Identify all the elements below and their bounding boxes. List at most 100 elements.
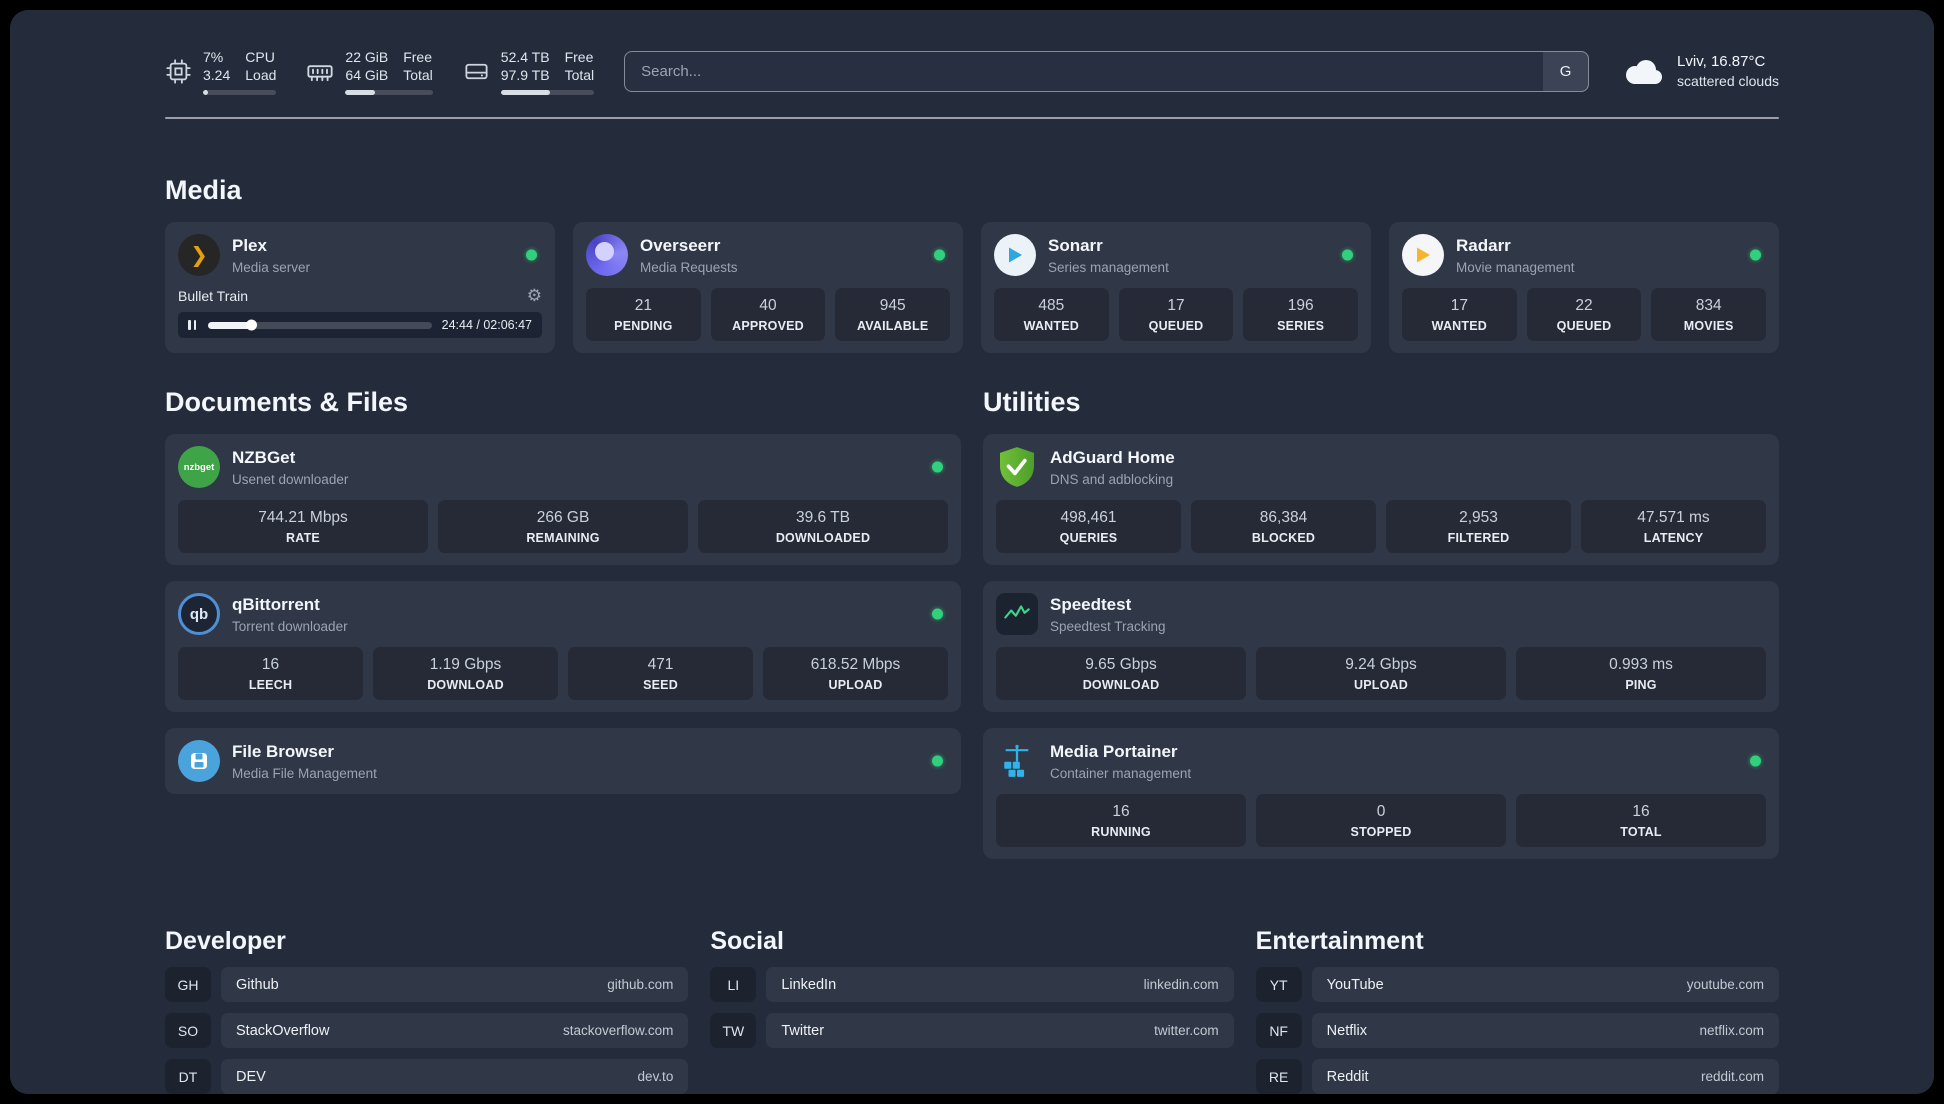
bookmark-abbr: LI	[710, 967, 757, 1003]
bookmark-youtube[interactable]: YT YouTube youtube.com	[1255, 967, 1779, 1003]
section-title-media: Media	[165, 175, 242, 206]
bookmark-dev[interactable]: DT DEV dev.to	[165, 1059, 689, 1094]
bookmark-url: stackoverflow.com	[563, 1023, 674, 1039]
stat-label: LEECH	[248, 678, 293, 693]
service-link-portainer[interactable]: Media Portainer Container management	[996, 740, 1766, 782]
playback-progress-bar[interactable]	[208, 321, 432, 329]
media-grid: ❯ Plex Media server Bullet Train ⚙	[165, 222, 1779, 354]
stat-label: WANTED	[1431, 319, 1488, 334]
stat-value: 834	[1695, 297, 1722, 315]
cpu-icon	[166, 59, 191, 84]
service-subtitle: Media Requests	[640, 259, 738, 275]
filebrowser-icon	[178, 740, 220, 783]
cpu-load-value: 3.24	[203, 67, 231, 84]
pause-icon[interactable]	[186, 318, 198, 332]
bookmark-name: Twitter	[781, 1022, 825, 1039]
stats-row: 16 LEECH 1.19 Gbps DOWNLOAD 471 SEED 6	[178, 647, 948, 701]
status-dot	[932, 608, 943, 620]
bookmark-group-developer: Developer GH Github github.com SO StackO…	[165, 927, 689, 1094]
stat-label: QUERIES	[1059, 531, 1118, 546]
stat-tile: 9.24 Gbps UPLOAD	[1256, 647, 1506, 701]
service-name: qBittorrent	[232, 595, 320, 615]
service-name: File Browser	[232, 742, 335, 762]
bookmark-url: reddit.com	[1700, 1069, 1764, 1085]
service-card-filebrowser: File Browser Media File Management	[165, 728, 961, 795]
stat-value: 485	[1038, 297, 1065, 315]
status-dot	[934, 249, 945, 261]
search-input[interactable]	[624, 51, 1590, 93]
service-name: Sonarr	[1048, 236, 1103, 256]
service-subtitle: Speedtest Tracking	[1050, 618, 1166, 634]
bookmark-stackoverflow[interactable]: SO StackOverflow stackoverflow.com	[165, 1013, 689, 1049]
stat-tile: 17 QUEUED	[1118, 288, 1234, 342]
stat-tile: 744.21 Mbps RATE	[178, 500, 428, 554]
bookmark-netflix[interactable]: NF Netflix netflix.com	[1255, 1013, 1779, 1049]
stat-label: SERIES	[1277, 319, 1325, 334]
service-subtitle: Container management	[1050, 765, 1192, 781]
bookmark-name: Netflix	[1326, 1022, 1367, 1039]
service-link-plex[interactable]: ❯ Plex Media server	[178, 234, 542, 277]
stats-row: 485 WANTED 17 QUEUED 196 SERIES	[994, 288, 1359, 342]
stat-label: PENDING	[614, 319, 673, 334]
stat-value: 21	[634, 297, 652, 315]
stat-tile: 16 TOTAL	[1516, 794, 1766, 848]
service-link-overseerr[interactable]: Overseerr Media Requests	[586, 234, 950, 277]
plex-now-playing: Bullet Train ⚙ 24:44 / 02:06:47	[178, 286, 542, 339]
stat-label: RATE	[286, 531, 320, 546]
search-provider-button[interactable]: G	[1543, 51, 1590, 93]
qbittorrent-icon: qb	[178, 593, 220, 636]
bookmark-name: DEV	[236, 1068, 266, 1085]
weather-widget: Lviv, 16.87°C scattered clouds	[1619, 52, 1779, 91]
overseerr-icon	[586, 234, 628, 277]
stat-label: DOWNLOAD	[1082, 678, 1160, 693]
service-name: AdGuard Home	[1050, 448, 1175, 468]
stat-tile: 1.19 Gbps DOWNLOAD	[373, 647, 558, 701]
stat-value: 266 GB	[536, 509, 590, 527]
stat-label: PING	[1625, 678, 1657, 693]
stat-tile: 498,461 QUERIES	[996, 500, 1181, 554]
section-title-utilities: Utilities	[983, 387, 1081, 418]
disk-free-value: 52.4 TB	[500, 49, 550, 65]
service-link-qbittorrent[interactable]: qb qBittorrent Torrent downloader	[178, 593, 948, 636]
stat-tile: 16 RUNNING	[996, 794, 1246, 848]
stat-value: 196	[1287, 297, 1314, 315]
stat-value: 618.52 Mbps	[810, 656, 901, 674]
ram-total-value: 64 GiB	[345, 67, 389, 84]
stat-value: 17	[1450, 297, 1468, 315]
bookmark-twitter[interactable]: TW Twitter twitter.com	[710, 1013, 1234, 1049]
stat-tile: 22 QUEUED	[1526, 288, 1642, 342]
stats-row: 498,461 QUERIES 86,384 BLOCKED 2,953 FIL…	[996, 500, 1766, 554]
bookmark-reddit[interactable]: RE Reddit reddit.com	[1255, 1059, 1779, 1094]
service-link-nzbget[interactable]: nzbget NZBGet Usenet downloader	[178, 446, 948, 489]
service-link-adguard[interactable]: AdGuard Home DNS and adblocking	[996, 446, 1766, 488]
stat-value: 47.571 ms	[1637, 509, 1710, 527]
service-card-portainer: Media Portainer Container management 16 …	[983, 728, 1779, 860]
service-link-speedtest[interactable]: Speedtest Speedtest Tracking	[996, 593, 1766, 636]
service-card-nzbget: nzbget NZBGet Usenet downloader 744.21 M…	[165, 434, 961, 566]
service-name: Radarr	[1456, 236, 1511, 256]
stat-label: DOWNLOADED	[775, 531, 871, 546]
stat-tile: 0.993 ms PING	[1516, 647, 1766, 701]
gear-icon[interactable]: ⚙	[526, 286, 542, 306]
status-dot	[1750, 249, 1761, 261]
bookmark-url: netflix.com	[1699, 1023, 1764, 1039]
section-title-social: Social	[710, 927, 784, 956]
bookmark-linkedin[interactable]: LI LinkedIn linkedin.com	[710, 967, 1234, 1003]
documents-column: Documents & Files nzbget NZBGet Usenet d…	[165, 387, 961, 859]
service-link-filebrowser[interactable]: File Browser Media File Management	[178, 740, 948, 783]
service-name: Overseerr	[640, 236, 721, 256]
stat-tile: 2,953 FILTERED	[1386, 500, 1571, 554]
service-link-sonarr[interactable]: Sonarr Series management	[994, 234, 1358, 277]
stat-tile: 945 AVAILABLE	[835, 288, 951, 342]
bookmark-github[interactable]: GH Github github.com	[165, 967, 689, 1003]
service-subtitle: Media File Management	[232, 765, 377, 781]
status-dot	[526, 249, 537, 261]
status-dot	[1342, 249, 1353, 261]
bookmark-url: dev.to	[637, 1069, 674, 1085]
service-link-radarr[interactable]: Radarr Movie management	[1402, 234, 1766, 277]
stat-value: 9.65 Gbps	[1085, 656, 1157, 674]
stat-value: 16	[1632, 803, 1650, 821]
bookmark-group-entertainment: Entertainment YT YouTube youtube.com NF …	[1255, 927, 1779, 1094]
stat-label: UPLOAD	[828, 678, 883, 693]
disk-progress-bar	[500, 90, 595, 96]
